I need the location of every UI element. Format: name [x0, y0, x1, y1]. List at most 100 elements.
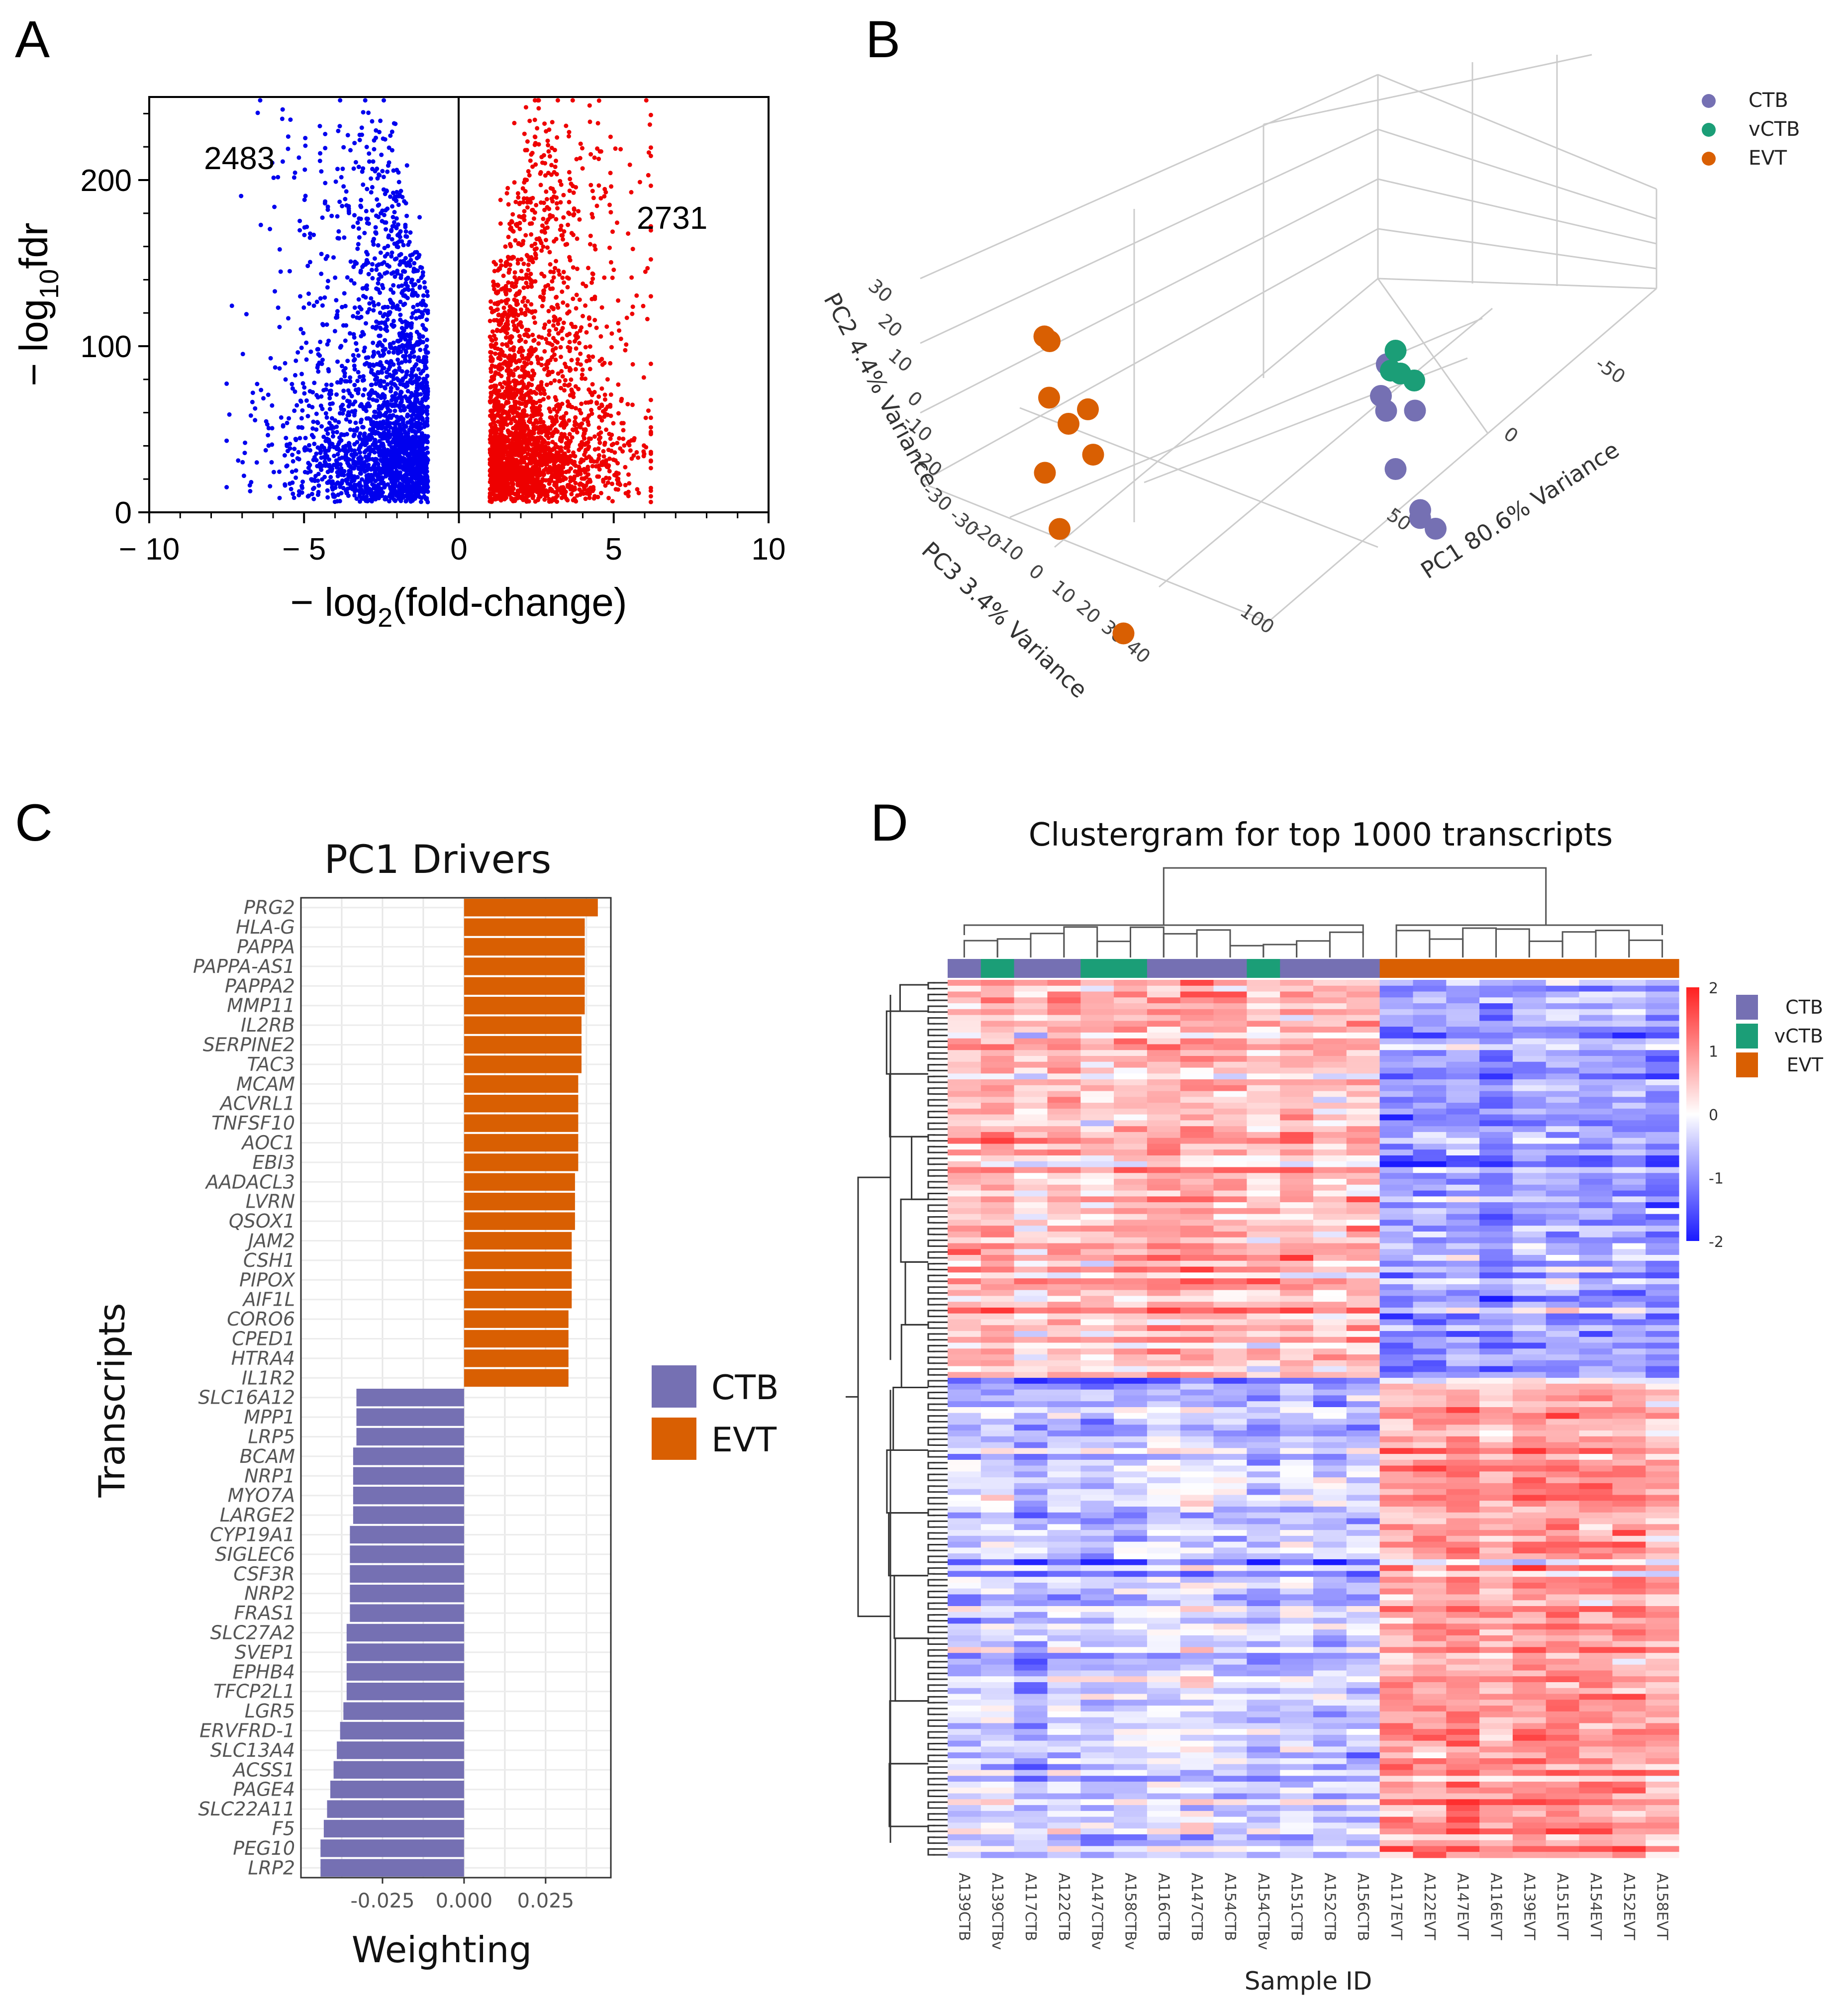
volcano-point: [356, 456, 361, 461]
volcano-point: [536, 361, 541, 366]
volcano-point: [544, 220, 549, 225]
volcano-point: [569, 491, 574, 496]
volcano-point: [584, 475, 589, 479]
volcano-point: [417, 413, 422, 417]
volcano-point: [512, 498, 517, 503]
volcano-point: [325, 285, 330, 290]
volcano-point: [565, 285, 570, 289]
volcano-point: [533, 499, 538, 504]
volcano-point: [534, 202, 539, 207]
volcano-point: [409, 350, 414, 355]
volcano-point: [418, 486, 422, 491]
volcano-point: [397, 239, 402, 244]
volcano-point: [412, 250, 417, 255]
volcano-point: [608, 361, 613, 366]
volcano-point: [335, 214, 340, 219]
volcano-point: [327, 406, 332, 411]
volcano-point: [374, 381, 379, 386]
volcano-point: [596, 98, 601, 103]
volcano-point: [302, 448, 307, 453]
volcano-point: [321, 323, 326, 327]
volcano-point: [335, 474, 340, 478]
volcano-point: [411, 283, 416, 288]
volcano-point: [532, 247, 537, 252]
volcano-point: [387, 145, 391, 150]
volcano-point: [555, 206, 560, 211]
volcano-point: [385, 432, 390, 437]
volcano-point: [595, 121, 600, 126]
volcano-point: [627, 439, 632, 444]
volcano-point: [617, 436, 622, 441]
volcano-point: [396, 180, 401, 185]
volcano-point: [512, 386, 517, 391]
volcano-point: [284, 464, 289, 469]
volcano-point: [401, 488, 406, 493]
volcano-point: [359, 307, 364, 312]
volcano-point: [544, 238, 548, 243]
volcano-point: [315, 445, 320, 450]
volcano-point: [498, 420, 502, 425]
volcano-point: [526, 499, 531, 504]
volcano-point: [412, 354, 417, 359]
volcano-point: [582, 485, 586, 490]
volcano-point: [512, 120, 517, 125]
volcano-point: [615, 220, 619, 225]
volcano-point: [311, 486, 315, 491]
volcano-point: [506, 202, 511, 207]
volcano-point: [579, 325, 584, 330]
volcano-point: [581, 281, 585, 286]
volcano-point: [399, 492, 404, 497]
volcano-point: [397, 403, 402, 408]
volcano-point: [526, 169, 531, 174]
volcano-point: [568, 258, 573, 263]
volcano-point: [567, 134, 571, 139]
volcano-point: [292, 495, 296, 500]
volcano-point: [500, 385, 505, 390]
volcano-point: [396, 202, 401, 207]
volcano-point: [602, 275, 607, 280]
volcano-point: [538, 183, 543, 188]
volcano-point: [528, 456, 533, 461]
volcano-point: [355, 220, 360, 225]
volcano-point: [559, 445, 564, 450]
volcano-point: [362, 433, 367, 438]
volcano-point: [357, 488, 362, 493]
volcano-point: [354, 348, 359, 353]
volcano-point: [329, 423, 334, 428]
volcano-point: [416, 475, 421, 480]
volcano-point: [352, 493, 357, 498]
volcano-point: [571, 453, 576, 458]
volcano-point: [378, 458, 383, 463]
volcano-point: [604, 458, 609, 463]
volcano-point: [573, 487, 578, 492]
volcano-point: [607, 202, 612, 207]
volcano-point: [409, 325, 414, 330]
volcano-point: [552, 148, 557, 153]
volcano-point: [358, 471, 363, 476]
volcano-point: [501, 404, 506, 409]
volcano-point: [493, 431, 498, 435]
volcano-point: [352, 367, 357, 372]
volcano-point: [326, 367, 331, 372]
volcano-point: [278, 269, 283, 274]
volcano-point: [398, 317, 403, 322]
volcano-point: [299, 372, 304, 377]
volcano-point: [559, 355, 563, 359]
volcano-point: [525, 139, 530, 144]
volcano-point: [341, 395, 346, 400]
volcano-point: [395, 303, 400, 308]
volcano-point: [395, 386, 400, 391]
volcano-point: [370, 262, 375, 267]
volcano-point: [401, 417, 406, 422]
volcano-point: [335, 167, 340, 172]
volcano-point: [370, 119, 375, 124]
volcano-point: [387, 408, 391, 413]
volcano-point: [393, 121, 398, 126]
volcano-point: [364, 494, 369, 499]
volcano-point: [389, 254, 394, 259]
volcano-point: [362, 349, 367, 354]
volcano-point: [364, 145, 369, 149]
volcano-point: [332, 454, 337, 458]
volcano-point: [599, 305, 604, 310]
